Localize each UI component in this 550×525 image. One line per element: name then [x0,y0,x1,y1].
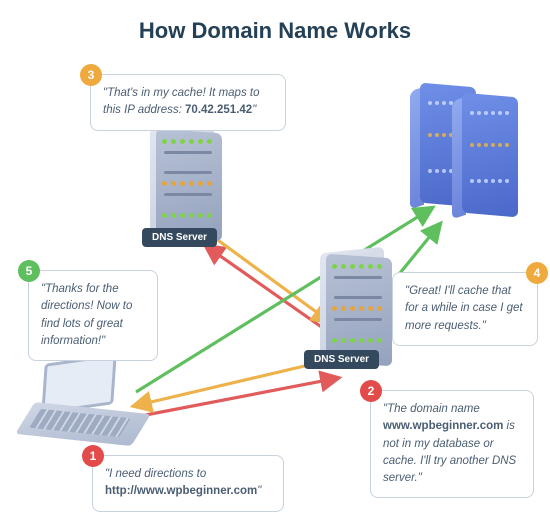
callout-3-bold: 70.42.251.42 [185,104,252,116]
dns-label-left: DNS Server [142,228,217,247]
badge-1: 1 [82,445,104,467]
host-server-b [462,95,518,215]
dns-server-left [150,125,214,235]
callout-3: "That's in my cache! It maps to this IP … [90,74,286,131]
arrow [204,230,330,322]
callout-1: "I need directions to http://www.wpbegin… [92,455,284,512]
badge-4: 4 [526,262,548,284]
callout-2-text-a: "The domain name [383,403,480,415]
laptop [25,365,145,445]
arrow [130,378,338,418]
callout-2-bold: www.wpbeginner.com [383,420,503,432]
callout-1-text-c: " [257,485,261,497]
callout-4: "Great! I'll cache that for a while in c… [392,272,538,346]
callout-1-text-a: "I need directions to [105,468,206,480]
dns-server-right [320,250,384,360]
badge-2: 2 [360,380,382,402]
dns-label-right: DNS Server [304,350,379,369]
arrow [134,360,330,406]
badge-5: 5 [18,260,40,282]
callout-2: "The domain name www.wpbeginner.com is n… [370,390,534,498]
diagram-canvas: DNS Server DNS Server "That's in my cach… [0,0,550,525]
callout-5: "Thanks for the directions! Now to find … [28,270,158,361]
callout-4-text: "Great! I'll cache that for a while in c… [405,285,523,332]
callout-1-bold: http://www.wpbeginner.com [105,485,257,497]
badge-3: 3 [80,64,102,86]
callout-5-text: "Thanks for the directions! Now to find … [41,283,132,347]
